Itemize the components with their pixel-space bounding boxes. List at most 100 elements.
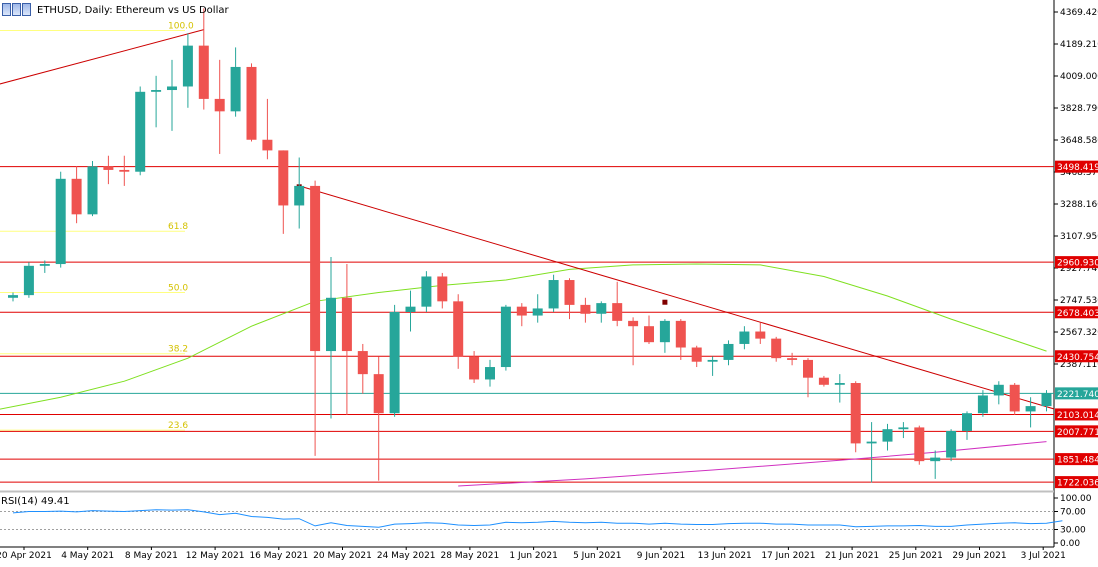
candle-body — [198, 45, 209, 99]
time-tick-label: 20 Apr 2021 — [0, 551, 52, 561]
candle-body — [882, 429, 893, 442]
bull-candle — [659, 319, 670, 353]
price-level-tag — [1055, 453, 1098, 466]
bull-candle — [55, 171, 66, 268]
price-tick-label: 3648.580 — [1060, 136, 1098, 146]
bear-candle — [675, 319, 686, 360]
bull-candle — [532, 294, 543, 323]
candle-body — [596, 303, 607, 314]
bear-candle — [103, 155, 114, 185]
price-tick-label: 3288.160 — [1060, 200, 1098, 210]
trendline — [0, 29, 204, 85]
bear-candle — [198, 8, 209, 110]
time-tick-label: 21 Jun 2021 — [825, 551, 879, 561]
time-tick-label: 12 May 2021 — [186, 551, 245, 561]
price-level-tag — [1055, 160, 1098, 173]
bull-candle — [326, 256, 336, 419]
bear-candle — [310, 180, 321, 456]
bear-candle — [818, 375, 829, 387]
moving-average-line — [0, 263, 1047, 410]
bear-candle — [373, 356, 384, 481]
bear-candle — [612, 281, 623, 327]
candle-body — [580, 304, 591, 314]
bear-candle — [453, 294, 464, 369]
bear-candle — [516, 303, 527, 327]
rsi-line — [12, 509, 1063, 528]
bear-candle — [246, 63, 257, 142]
time-tick-label: 8 May 2021 — [125, 551, 178, 561]
candle-body — [516, 306, 527, 316]
candle-body — [1009, 384, 1020, 412]
time-tick-label: 9 Jun 2021 — [637, 551, 685, 561]
bull-candle — [421, 271, 432, 312]
bear-candle — [580, 297, 591, 323]
candle-body — [532, 308, 543, 316]
bull-candle — [167, 59, 177, 131]
candle-body — [453, 301, 464, 357]
bull-candle — [294, 157, 305, 229]
fib-level-label: 50.0 — [168, 283, 188, 293]
bull-candle — [707, 356, 718, 376]
bear-candle — [437, 272, 448, 309]
bear-candle — [628, 317, 639, 366]
candle-body — [977, 395, 988, 414]
bear-candle — [71, 166, 82, 224]
bull-candle — [834, 374, 845, 403]
chart-window-icon[interactable] — [2, 3, 32, 17]
bull-candle — [898, 422, 909, 439]
time-tick-label: 4 May 2021 — [61, 551, 114, 561]
rsi-tick-label: 30.00 — [1060, 526, 1086, 536]
bull-candle — [1041, 390, 1052, 412]
candle-body — [294, 185, 305, 206]
price-tick-label: 2747.530 — [1060, 296, 1098, 306]
bear-candle — [341, 264, 352, 415]
rsi-tick-label: 0.00 — [1060, 539, 1080, 549]
bear-candle — [691, 345, 702, 368]
candle-body — [898, 427, 909, 430]
trendline-anchor-marker — [662, 299, 668, 305]
fib-level-label: 23.6 — [168, 421, 188, 431]
candle-body — [691, 347, 702, 362]
candle-body — [278, 150, 289, 206]
candle-body — [787, 358, 798, 360]
bull-candle — [135, 86, 146, 176]
bear-candle — [119, 155, 130, 186]
candle-body — [39, 264, 50, 266]
time-tick-label: 5 Jun 2021 — [573, 551, 621, 561]
candle-body — [103, 166, 114, 170]
candle-body — [659, 320, 670, 343]
time-tick-label: 28 May 2021 — [441, 551, 500, 561]
bull-candle — [39, 260, 50, 273]
rsi-tick-label: 70.00 — [1060, 508, 1086, 518]
candle-body — [421, 276, 432, 307]
candle-body — [341, 297, 352, 352]
bull-candle — [930, 450, 941, 479]
candle-body — [612, 303, 623, 321]
candle-body — [485, 367, 495, 380]
rsi-indicator-label: RSI(14) 49.41 — [1, 496, 70, 507]
candle-body — [373, 374, 384, 414]
price-level-tag-label: 2678.403 — [1057, 309, 1098, 319]
bull-candle — [23, 262, 34, 298]
candle-body — [962, 413, 972, 431]
candle-body — [946, 430, 957, 458]
candle-body — [182, 45, 193, 87]
price-level-tag-label: 2960.930 — [1057, 259, 1098, 269]
bear-candle — [469, 351, 480, 384]
time-tick-label: 13 Jun 2021 — [698, 551, 752, 561]
price-level-tag-label: 1722.036 — [1057, 479, 1098, 489]
current-price-tag-label: 2221.740 — [1057, 390, 1098, 400]
candle-body — [993, 384, 1004, 396]
bear-candle — [262, 98, 273, 160]
bull-candle — [1025, 397, 1036, 428]
price-tick-label: 3468.370 — [1060, 168, 1098, 178]
price-tick-label: 4369.420 — [1060, 8, 1098, 18]
price-level-tag-label: 3498.419 — [1057, 163, 1098, 173]
bull-candle — [485, 359, 495, 387]
main-plot-area: 100.0 61.8 50.0 38.2 23.6 — [0, 8, 1054, 487]
fib-level-label: 100.0 — [168, 22, 194, 32]
bear-candle — [278, 150, 289, 234]
bull-candle — [230, 47, 241, 117]
